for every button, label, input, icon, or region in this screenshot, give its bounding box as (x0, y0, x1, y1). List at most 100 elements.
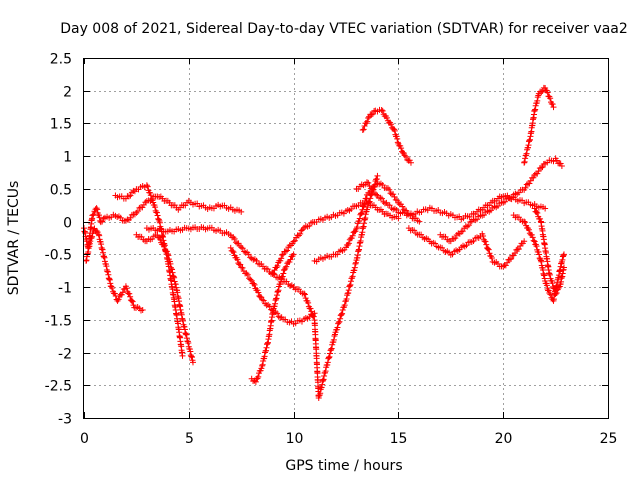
data-point (239, 245, 246, 252)
data-point (161, 243, 168, 250)
data-point (128, 297, 135, 304)
data-point (526, 180, 533, 187)
data-point (459, 228, 466, 235)
data-point (500, 263, 507, 270)
data-point (345, 287, 352, 294)
series-track-15 (521, 84, 557, 166)
data-point (170, 273, 177, 280)
data-point (395, 199, 402, 206)
data-point (274, 263, 281, 270)
y-tick-label: 2.5 (50, 52, 72, 68)
data-point (337, 315, 344, 322)
series-track-16 (510, 212, 567, 304)
data-point (395, 215, 402, 222)
data-point (546, 270, 553, 277)
data-point (250, 280, 257, 287)
data-point (298, 227, 305, 234)
data-point (560, 264, 567, 271)
data-point (532, 106, 539, 113)
data-point (115, 296, 122, 303)
data-point (391, 193, 398, 200)
data-point (535, 168, 542, 175)
data-point (502, 262, 509, 269)
data-point (528, 231, 535, 238)
data-point (260, 297, 267, 304)
data-point (247, 276, 254, 283)
data-point (383, 114, 390, 121)
data-point (366, 198, 373, 205)
y-tick-label: -2 (58, 347, 72, 363)
data-point (529, 234, 536, 241)
data-point (167, 260, 174, 267)
series-track-9 (290, 172, 381, 401)
data-point (97, 219, 104, 226)
data-point (483, 241, 490, 248)
data-point (188, 353, 195, 360)
data-point (530, 237, 537, 244)
data-point (125, 193, 132, 200)
data-point (452, 235, 459, 242)
data-point (513, 246, 520, 253)
data-point (227, 244, 234, 251)
data-point (386, 186, 393, 193)
data-point (140, 201, 147, 208)
data-point (310, 313, 317, 320)
x-tick-label: 10 (286, 431, 304, 447)
axis-ticks (84, 58, 609, 419)
data-point (164, 250, 171, 257)
data-point (327, 350, 334, 357)
data-point (525, 226, 532, 233)
data-point (100, 215, 107, 222)
data-point (89, 212, 96, 219)
series-track-12 (353, 179, 549, 223)
data-point (127, 214, 134, 221)
data-point (341, 302, 348, 309)
data-point (328, 346, 335, 353)
data-point (511, 250, 518, 257)
data-point (238, 208, 245, 215)
data-point (534, 170, 541, 177)
data-point (280, 270, 287, 277)
data-point (467, 219, 474, 226)
y-tick-label: -3 (58, 412, 72, 428)
data-point (231, 235, 238, 242)
data-point (171, 278, 178, 285)
data-point (364, 118, 371, 125)
data-point (234, 256, 241, 263)
data-point (458, 228, 465, 235)
data-point (89, 233, 96, 240)
data-point (330, 336, 337, 343)
data-point (549, 101, 556, 108)
data-point (370, 186, 377, 193)
data-point (450, 235, 457, 242)
data-point (338, 311, 345, 318)
data-point (373, 175, 380, 182)
x-tick-label: 20 (495, 431, 513, 447)
data-point (363, 179, 370, 186)
data-point (371, 183, 378, 190)
data-point (347, 278, 354, 285)
data-point (364, 204, 371, 211)
data-point (258, 294, 265, 301)
data-point (136, 204, 143, 211)
data-point (108, 283, 115, 290)
data-point (247, 254, 254, 261)
series-track-14 (437, 155, 565, 245)
data-point (399, 203, 406, 210)
data-point (144, 183, 151, 190)
data-point (297, 230, 304, 237)
y-tick-label: 1.5 (50, 117, 72, 133)
data-point (273, 264, 280, 271)
data-point (245, 251, 252, 258)
data-point (252, 378, 259, 385)
y-tick-label: 2 (63, 85, 72, 101)
data-point (129, 298, 136, 305)
data-point (378, 195, 385, 202)
data-point (279, 273, 286, 280)
data-point (351, 267, 358, 274)
series-track-6 (227, 244, 318, 327)
data-point (453, 231, 460, 238)
data-point (171, 274, 178, 281)
data-point (515, 246, 522, 253)
data-point (334, 324, 341, 331)
